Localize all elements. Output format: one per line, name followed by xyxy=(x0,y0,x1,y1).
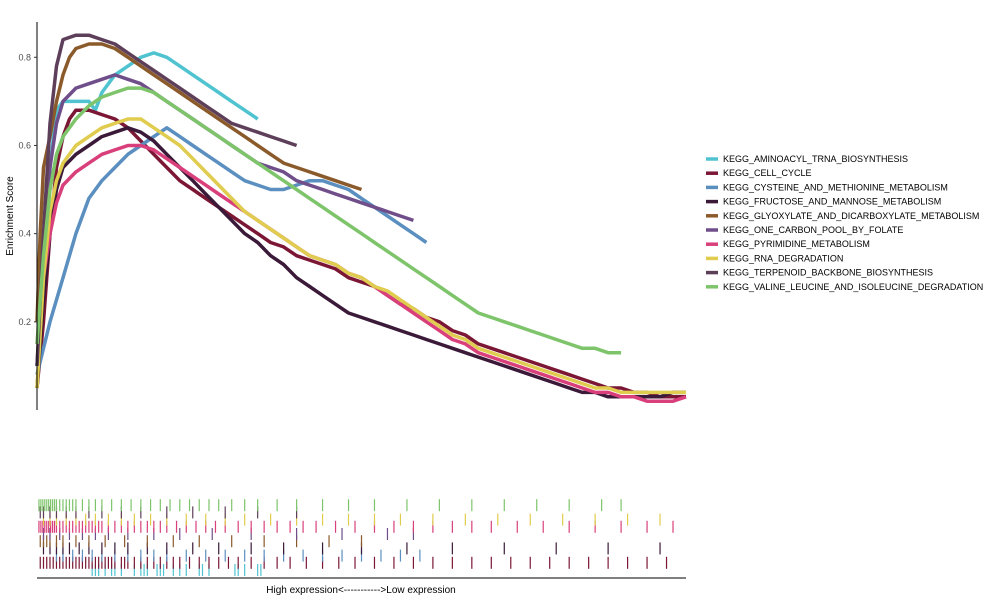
enrichment-lines xyxy=(35,33,687,403)
legend-label: KEGG_VALINE_LEUCINE_AND_ISOLEUCINE_DEGRA… xyxy=(723,282,983,292)
y-tick-label: 0.6 xyxy=(18,140,31,150)
series-line-2 xyxy=(35,108,686,399)
legend-label: KEGG_CELL_CYCLE xyxy=(723,168,812,178)
series-line-9 xyxy=(35,33,298,366)
series-line-5 xyxy=(35,42,363,322)
legend-label: KEGG_FRUCTOSE_AND_MANNOSE_METABOLISM xyxy=(723,197,941,207)
y-tick-label: 0.2 xyxy=(18,317,31,327)
legend-label: KEGG_TERPENOID_BACKBONE_BIOSYNTHESIS xyxy=(723,268,933,278)
x-axis-title: High expression<----------->Low expressi… xyxy=(266,585,456,596)
series-line-7 xyxy=(35,143,687,403)
series-line-4 xyxy=(35,126,686,399)
legend-label: KEGG_AMINOACYL_TRNA_BIOSYNTHESIS xyxy=(723,154,908,164)
y-axis: 0.2 0.4 0.6 0.8 xyxy=(18,22,38,410)
series-line-1 xyxy=(35,51,259,367)
series-line-8 xyxy=(35,117,686,395)
legend-label: KEGG_RNA_DEGRADATION xyxy=(723,253,843,263)
legend-label: KEGG_CYSTEINE_AND_METHIONINE_METABOLISM xyxy=(723,182,948,192)
gene-rank-ticks xyxy=(38,499,674,576)
y-axis-title: Enrichment Score xyxy=(5,176,16,256)
y-tick-label: 0.4 xyxy=(18,229,31,239)
legend: KEGG_AMINOACYL_TRNA_BIOSYNTHESIS KEGG_CEL… xyxy=(706,154,983,292)
legend-label: KEGG_ONE_CARBON_POOL_BY_FOLATE xyxy=(723,225,903,235)
legend-label: KEGG_GLYOXYLATE_AND_DICARBOXYLATE_METABO… xyxy=(723,211,979,221)
series-line-3 xyxy=(35,126,428,376)
y-tick-label: 0.8 xyxy=(18,52,31,62)
series-line-10 xyxy=(35,86,622,355)
legend-label: KEGG_PYRIMIDINE_METABOLISM xyxy=(723,239,870,249)
